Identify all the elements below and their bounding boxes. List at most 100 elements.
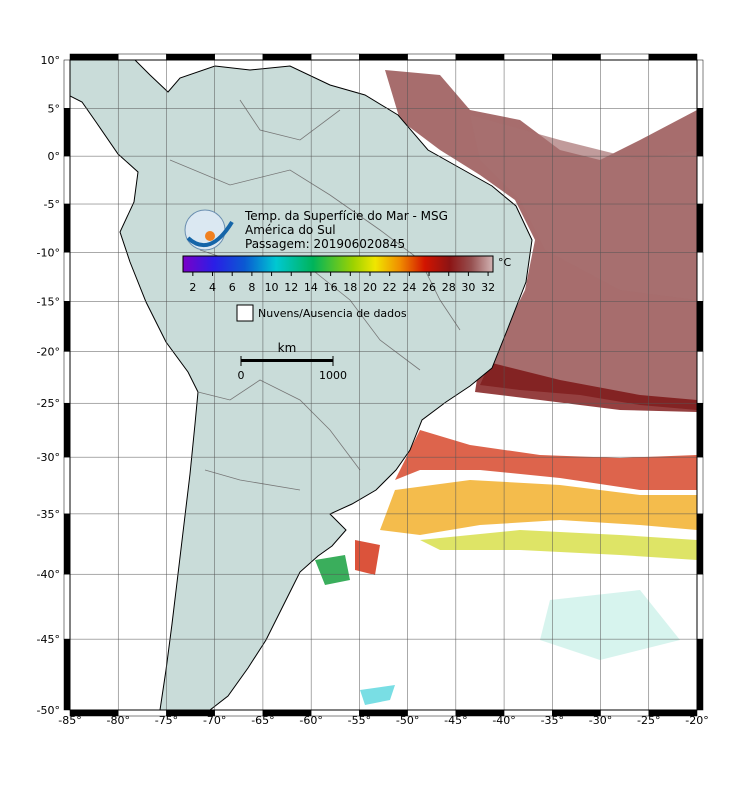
colorbar-tick-label: 20: [363, 281, 377, 294]
colorbar-tick-label: 10: [265, 281, 279, 294]
pass-time: Passagem: 201906020845: [245, 237, 405, 251]
frame-segment: [696, 203, 704, 253]
x-tick-label: -80°: [106, 714, 129, 727]
frame-segment: [63, 301, 71, 352]
colorbar-unit: °C: [498, 256, 512, 269]
scale-tick-label: 0: [238, 369, 245, 382]
frame: -85° -80° -75° -70° -65° -60° -55° -50° -45° -40°…: [37, 53, 709, 727]
x-tick-label: -35°: [541, 714, 564, 727]
scale-unit: km: [278, 341, 297, 355]
frame-segment: [552, 53, 601, 61]
subtitle: América do Sul: [245, 223, 336, 237]
y-tick-label: -15°: [37, 295, 60, 308]
x-tick-label: -50°: [396, 714, 419, 727]
land: [70, 60, 533, 710]
frame-segment: [63, 402, 71, 458]
y-tick-label: -5°: [44, 198, 60, 211]
colorbar-tick-label: 32: [481, 281, 495, 294]
x-tick-label: -30°: [589, 714, 612, 727]
frame-segment: [359, 53, 408, 61]
frame-segment: [63, 203, 71, 253]
sst-field: [315, 555, 350, 585]
title: Temp. da Superfície do Mar - MSG: [244, 209, 448, 223]
colorbar-tick-label: 12: [284, 281, 298, 294]
y-tick-label: -45°: [37, 633, 60, 646]
sst-field: [355, 540, 380, 575]
frame-segment: [63, 456, 71, 515]
colorbar-tick-label: 6: [229, 281, 236, 294]
y-tick-label: -50°: [37, 704, 60, 717]
frame-segment: [63, 351, 71, 404]
map-body: [70, 60, 697, 710]
borders: [169, 99, 461, 491]
frame-segment: [503, 53, 553, 61]
frame-segment: [63, 252, 71, 302]
y-tick-label: -10°: [37, 246, 60, 259]
sst-field: [475, 360, 697, 412]
frame-segment: [696, 351, 704, 404]
legend-label: Nuvens/Ausencia de dados: [258, 307, 407, 320]
colorbar-ticks: 2 4 6 8 10 12 14 16 18 20 22 24 26 28 30 32: [189, 272, 495, 294]
frame-segment: [69, 53, 119, 61]
colorbar-tick-label: 30: [461, 281, 475, 294]
y-tick-label: 0°: [48, 150, 61, 163]
sst-field: [380, 480, 697, 535]
x-tick-label: -85°: [58, 714, 81, 727]
y-tick-label: -20°: [37, 345, 60, 358]
colorbar-tick-label: 24: [402, 281, 416, 294]
scale-bar: 0 1000: [238, 356, 347, 382]
x-tick-label: -20°: [685, 714, 708, 727]
sst-field: [540, 590, 680, 660]
sst-field: [395, 430, 697, 490]
frame-segment: [214, 53, 264, 61]
frame-segment: [262, 53, 312, 61]
frame-segment: [63, 573, 71, 640]
colorbar-tick-label: 4: [209, 281, 216, 294]
frame-segment: [63, 108, 71, 157]
frame-segment: [600, 53, 650, 61]
colorbar-tick-label: 2: [189, 281, 196, 294]
y-tick-label: -30°: [37, 451, 60, 464]
y-tick-label: -40°: [37, 568, 60, 581]
y-tick-label: 10°: [41, 54, 61, 67]
frame-segment: [63, 155, 71, 205]
frame-segment: [696, 513, 704, 575]
sst-field: [360, 685, 395, 705]
x-tick-label: -65°: [251, 714, 274, 727]
x-tick-label: -45°: [444, 714, 467, 727]
colorbar: [182, 255, 494, 273]
x-tick-label: -70°: [203, 714, 226, 727]
x-tick-label: -60°: [299, 714, 322, 727]
frame-segment: [117, 53, 167, 61]
colorbar-tick-label: 16: [324, 281, 338, 294]
frame-segment: [696, 252, 704, 302]
frame-segment: [696, 402, 704, 458]
colorbar-tick-label: 8: [248, 281, 255, 294]
frame-segment: [696, 155, 704, 205]
frame-segment: [407, 53, 457, 61]
frame-segment: [63, 513, 71, 575]
frame-segment: [696, 638, 704, 711]
frame-segment: [63, 638, 71, 711]
frame-segment: [648, 53, 698, 61]
x-tick-label: -25°: [637, 714, 660, 727]
frame-segment: [166, 53, 215, 61]
grid: [69, 59, 698, 711]
x-tick-label: -55°: [348, 714, 371, 727]
scale-bar-line: [241, 359, 333, 362]
legend-swatch: [236, 304, 254, 322]
frame-segment: [310, 53, 360, 61]
logo: [184, 209, 234, 251]
colorbar-tick-label: 18: [343, 281, 357, 294]
sst-field: [470, 115, 697, 300]
y-tick-label: -25°: [37, 397, 60, 410]
frame-segment: [63, 59, 71, 109]
scale-tick-label: 1000: [319, 369, 347, 382]
x-tick-label: -75°: [155, 714, 178, 727]
sst-field: [420, 530, 697, 560]
colorbar-tick-label: 28: [442, 281, 456, 294]
colorbar-tick-label: 14: [304, 281, 318, 294]
frame-segment: [696, 59, 704, 109]
